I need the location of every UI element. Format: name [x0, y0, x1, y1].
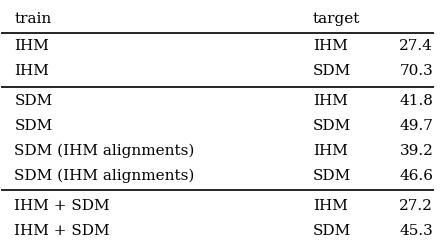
Text: SDM: SDM	[313, 119, 351, 133]
Text: SDM: SDM	[313, 169, 351, 183]
Text: train: train	[15, 12, 52, 26]
Text: SDM: SDM	[15, 119, 53, 133]
Text: IHM: IHM	[313, 199, 348, 213]
Text: IHM + SDM: IHM + SDM	[15, 199, 110, 213]
Text: 49.7: 49.7	[400, 119, 433, 133]
Text: IHM: IHM	[15, 39, 49, 53]
Text: SDM: SDM	[313, 64, 351, 78]
Text: IHM: IHM	[313, 39, 348, 53]
Text: 39.2: 39.2	[400, 144, 433, 158]
Text: 27.4: 27.4	[400, 39, 433, 53]
Text: 70.3: 70.3	[400, 64, 433, 78]
Text: SDM: SDM	[15, 94, 53, 108]
Text: 45.3: 45.3	[400, 224, 433, 238]
Text: 27.2: 27.2	[400, 199, 433, 213]
Text: SDM: SDM	[313, 224, 351, 238]
Text: target: target	[313, 12, 360, 26]
Text: IHM + SDM: IHM + SDM	[15, 224, 110, 238]
Text: SDM (IHM alignments): SDM (IHM alignments)	[15, 169, 195, 183]
Text: IHM: IHM	[15, 64, 49, 78]
Text: IHM: IHM	[313, 94, 348, 108]
Text: 46.6: 46.6	[400, 169, 434, 183]
Text: SDM (IHM alignments): SDM (IHM alignments)	[15, 144, 195, 158]
Text: 41.8: 41.8	[400, 94, 433, 108]
Text: IHM: IHM	[313, 144, 348, 158]
